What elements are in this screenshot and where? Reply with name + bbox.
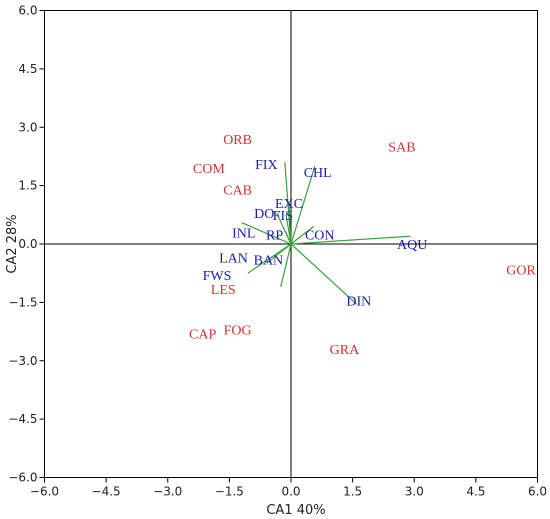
y-tick-label: 4.5 bbox=[18, 62, 37, 76]
x-tick-label: 0.0 bbox=[281, 485, 300, 499]
variable-label-rp: RP bbox=[266, 228, 283, 243]
x-tick-label: 1.5 bbox=[343, 485, 362, 499]
y-tick-label: 1.5 bbox=[18, 179, 37, 193]
x-tick-label: −3.0 bbox=[153, 485, 182, 499]
variable-label-aqu: AQU bbox=[397, 238, 427, 253]
x-tick-label: −4.5 bbox=[92, 485, 121, 499]
site-label-sab: SAB bbox=[388, 141, 415, 156]
vector-inl bbox=[241, 222, 292, 245]
site-label-fog: FOG bbox=[224, 324, 252, 339]
x-tick-label: 6.0 bbox=[528, 485, 547, 499]
y-tick-label: −1.5 bbox=[8, 295, 37, 309]
y-tick-label: −4.5 bbox=[8, 412, 37, 426]
y-tick-label: −3.0 bbox=[8, 354, 37, 368]
x-tick-label: −1.5 bbox=[215, 485, 244, 499]
variable-label-din: DIN bbox=[346, 294, 371, 309]
x-axis-ticks: −6.0 −4.5 −3.0 −1.5 0.0 1.5 3.0 4.5 6.0 bbox=[30, 477, 547, 499]
x-tick-label: 3.0 bbox=[405, 485, 424, 499]
x-tick-label: 4.5 bbox=[466, 485, 485, 499]
site-label-les: LES bbox=[211, 283, 236, 298]
site-label-com: COM bbox=[193, 162, 225, 177]
variable-label-lan: LAN bbox=[219, 252, 248, 267]
vector-ban bbox=[280, 243, 292, 287]
vector-din bbox=[290, 243, 358, 305]
y-tick-label: 3.0 bbox=[18, 120, 37, 134]
variable-label-chl: CHL bbox=[304, 166, 332, 181]
site-label-cab: CAB bbox=[223, 184, 252, 199]
site-label-cap: CAP bbox=[189, 328, 216, 343]
vector-con bbox=[290, 226, 314, 245]
y-tick-label: 0.0 bbox=[18, 237, 37, 251]
site-label-gor: GOR bbox=[506, 263, 536, 278]
site-label-gra: GRA bbox=[330, 343, 360, 358]
vector-fws bbox=[247, 243, 292, 274]
vector-chl bbox=[290, 165, 316, 245]
variable-label-do: DO bbox=[254, 207, 274, 222]
x-axis-title: CA1 40% bbox=[266, 503, 325, 518]
vector-rp bbox=[284, 230, 292, 245]
variable-label-fis: FIS bbox=[273, 209, 293, 224]
variable-label-ban: BAN bbox=[254, 254, 284, 269]
variable-label-inl: INL bbox=[232, 226, 255, 241]
x-tick-label: −6.0 bbox=[30, 485, 59, 499]
variable-label-fws: FWS bbox=[203, 269, 232, 284]
variable-label-con: CON bbox=[305, 228, 335, 243]
y-axis-ticks: −6.0 −4.5 −3.0 −1.5 0.0 1.5 3.0 4.5 6.0 bbox=[8, 4, 45, 485]
vector-exc bbox=[288, 203, 292, 245]
y-tick-label: 6.0 bbox=[18, 4, 37, 18]
vector-fis bbox=[285, 214, 292, 245]
y-tick-label: −6.0 bbox=[8, 471, 37, 485]
y-axis-title: CA2 28% bbox=[5, 214, 20, 273]
variable-label-fix: FIX bbox=[255, 158, 278, 173]
site-labels: ORB SAB COM CAB GOR LES CAP FOG GRA bbox=[189, 133, 536, 358]
variable-vectors bbox=[241, 162, 411, 305]
vector-aqu bbox=[290, 235, 411, 245]
site-label-orb: ORB bbox=[223, 133, 252, 148]
variable-label-exc: EXC bbox=[275, 197, 303, 212]
